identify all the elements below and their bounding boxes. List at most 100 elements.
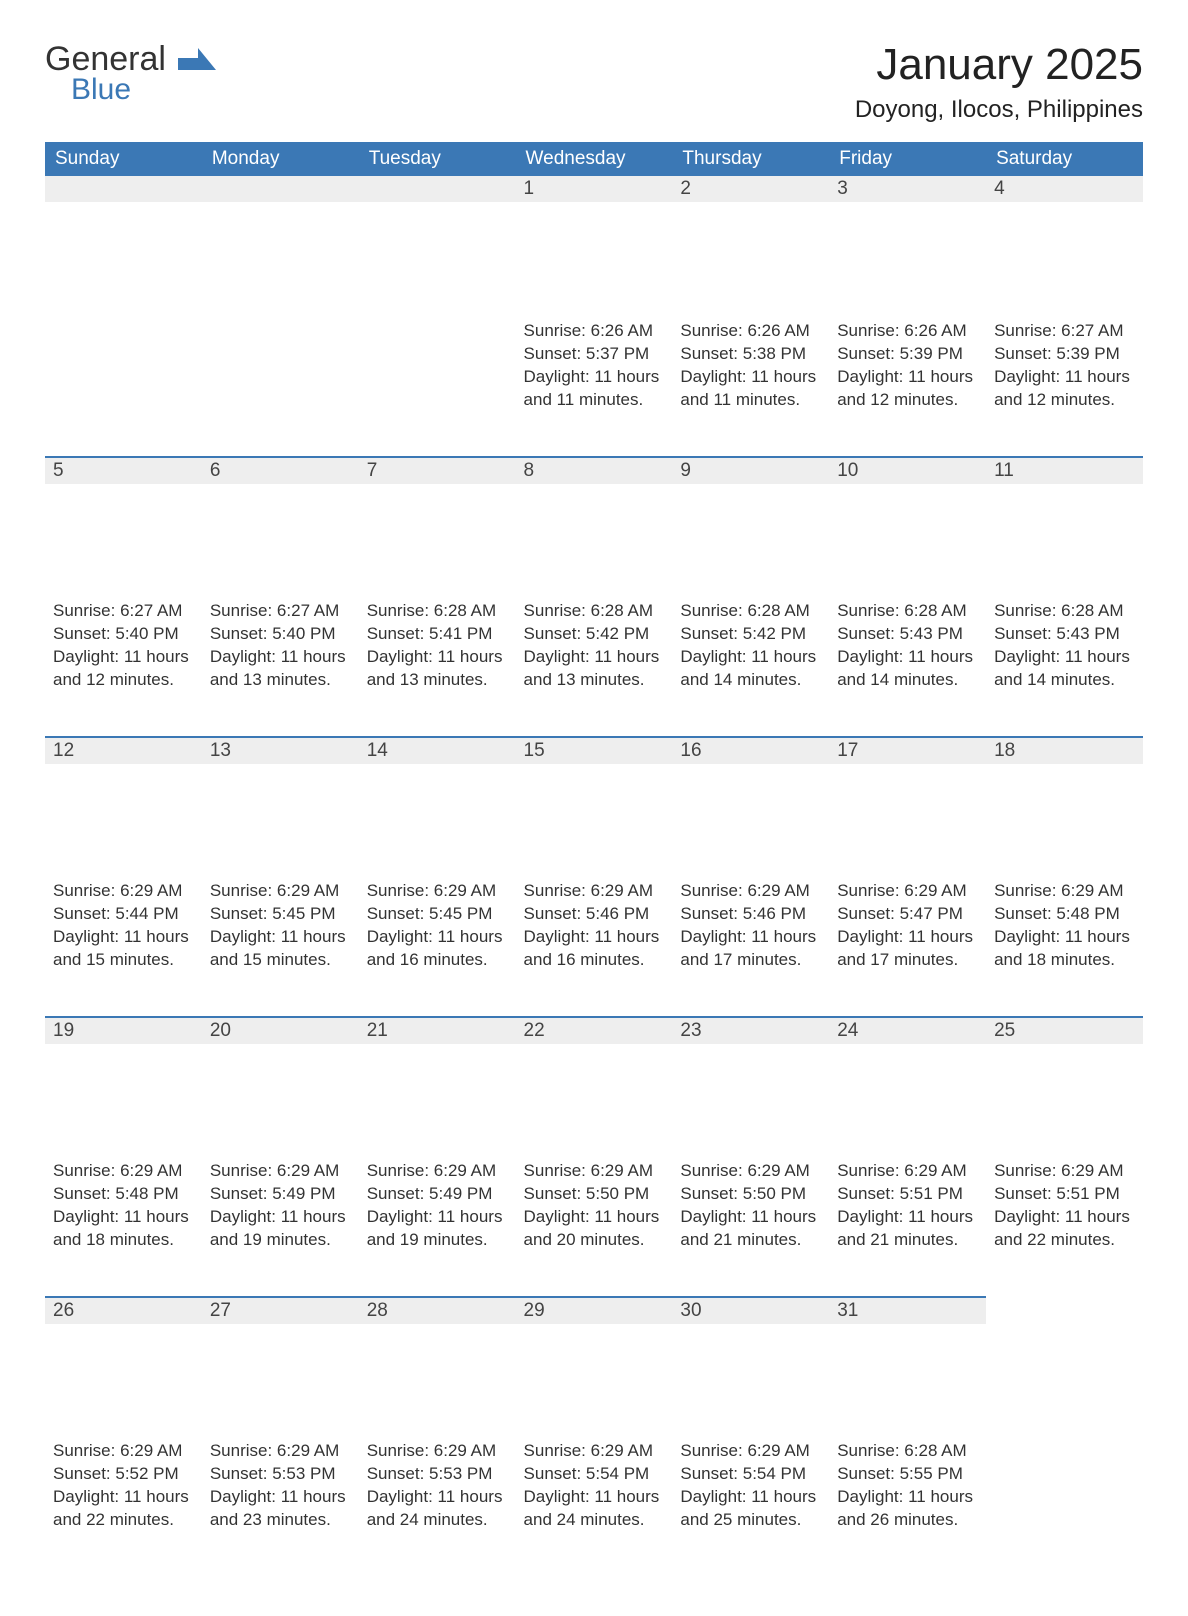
sunrise-text: Sunrise: 6:26 AM: [680, 320, 821, 343]
sunset-text: Sunset: 5:40 PM: [210, 623, 351, 646]
week-data-row: Sunrise: 6:27 AMSunset: 5:40 PMDaylight:…: [45, 596, 1143, 736]
title-location: Doyong, Ilocos, Philippines: [855, 96, 1143, 124]
sunrise-text: Sunrise: 6:29 AM: [680, 1160, 821, 1183]
sunrise-text: Sunrise: 6:29 AM: [524, 880, 665, 903]
calendar-page: General Blue January 2025 Doyong, Ilocos…: [0, 0, 1188, 1616]
day-data: Sunrise: 6:28 AMSunset: 5:42 PMDaylight:…: [672, 596, 829, 710]
daylight-line2: and 22 minutes.: [994, 1229, 1135, 1252]
daylight-line2: and 12 minutes.: [53, 669, 194, 692]
logo-block: General Blue: [45, 40, 216, 107]
day-number: 7: [359, 456, 516, 484]
logo: General Blue: [45, 40, 216, 107]
day-number: 22: [516, 1016, 673, 1044]
week-number-row: 12131415161718: [45, 736, 1143, 876]
day-data: Sunrise: 6:29 AMSunset: 5:53 PMDaylight:…: [202, 1436, 359, 1550]
day-data-cell: Sunrise: 6:29 AMSunset: 5:47 PMDaylight:…: [829, 876, 986, 1016]
day-data: Sunrise: 6:27 AMSunset: 5:39 PMDaylight:…: [986, 316, 1143, 430]
day-number-cell: 27: [202, 1296, 359, 1436]
sunrise-text: Sunrise: 6:29 AM: [53, 1160, 194, 1183]
day-number-cell: 10: [829, 456, 986, 596]
day-number-cell: 2: [672, 176, 829, 316]
day-number: 30: [672, 1296, 829, 1324]
day-number-cell: [202, 176, 359, 316]
day-data: Sunrise: 6:29 AMSunset: 5:54 PMDaylight:…: [516, 1436, 673, 1550]
day-data-cell: [45, 316, 202, 456]
sunrise-text: Sunrise: 6:29 AM: [837, 880, 978, 903]
weekday-header: Thursday: [672, 142, 829, 176]
day-number: 10: [829, 456, 986, 484]
day-number: 21: [359, 1016, 516, 1044]
week-data-row: Sunrise: 6:29 AMSunset: 5:44 PMDaylight:…: [45, 876, 1143, 1016]
sunset-text: Sunset: 5:38 PM: [680, 343, 821, 366]
day-number: 11: [986, 456, 1143, 484]
sunrise-text: Sunrise: 6:28 AM: [994, 600, 1135, 623]
daylight-line1: Daylight: 11 hours: [837, 366, 978, 389]
day-number-cell: 14: [359, 736, 516, 876]
daylight-line2: and 22 minutes.: [53, 1509, 194, 1532]
sunset-text: Sunset: 5:39 PM: [837, 343, 978, 366]
day-data-cell: [202, 316, 359, 456]
day-number: 28: [359, 1296, 516, 1324]
sunrise-text: Sunrise: 6:28 AM: [524, 600, 665, 623]
day-number-cell: [986, 1296, 1143, 1436]
daylight-line2: and 24 minutes.: [367, 1509, 508, 1532]
weekday-row: SundayMondayTuesdayWednesdayThursdayFrid…: [45, 142, 1143, 176]
sunset-text: Sunset: 5:54 PM: [524, 1463, 665, 1486]
logo-flag-icon: [178, 48, 216, 70]
day-number-cell: 1: [516, 176, 673, 316]
day-number: 23: [672, 1016, 829, 1044]
day-number-cell: 11: [986, 456, 1143, 596]
sunrise-text: Sunrise: 6:29 AM: [210, 880, 351, 903]
daylight-line2: and 19 minutes.: [210, 1229, 351, 1252]
sunset-text: Sunset: 5:46 PM: [524, 903, 665, 926]
daylight-line1: Daylight: 11 hours: [367, 1206, 508, 1229]
day-number-cell: 29: [516, 1296, 673, 1436]
daylight-line1: Daylight: 11 hours: [524, 646, 665, 669]
header: General Blue January 2025 Doyong, Ilocos…: [45, 40, 1143, 124]
day-number: 17: [829, 736, 986, 764]
day-data: Sunrise: 6:29 AMSunset: 5:50 PMDaylight:…: [516, 1156, 673, 1270]
day-number-cell: 22: [516, 1016, 673, 1156]
daylight-line1: Daylight: 11 hours: [837, 646, 978, 669]
daylight-line2: and 15 minutes.: [210, 949, 351, 972]
day-data-cell: Sunrise: 6:29 AMSunset: 5:46 PMDaylight:…: [672, 876, 829, 1016]
weekday-header: Wednesday: [516, 142, 673, 176]
sunrise-text: Sunrise: 6:28 AM: [367, 600, 508, 623]
sunrise-text: Sunrise: 6:29 AM: [367, 1440, 508, 1463]
day-data-cell: Sunrise: 6:28 AMSunset: 5:42 PMDaylight:…: [672, 596, 829, 736]
day-data: Sunrise: 6:28 AMSunset: 5:43 PMDaylight:…: [829, 596, 986, 710]
sunset-text: Sunset: 5:52 PM: [53, 1463, 194, 1486]
daylight-line2: and 25 minutes.: [680, 1509, 821, 1532]
daylight-line1: Daylight: 11 hours: [680, 1486, 821, 1509]
day-data: Sunrise: 6:28 AMSunset: 5:41 PMDaylight:…: [359, 596, 516, 710]
daylight-line1: Daylight: 11 hours: [524, 1206, 665, 1229]
day-data: Sunrise: 6:29 AMSunset: 5:51 PMDaylight:…: [986, 1156, 1143, 1270]
sunset-text: Sunset: 5:42 PM: [524, 623, 665, 646]
day-data-cell: Sunrise: 6:29 AMSunset: 5:49 PMDaylight:…: [359, 1156, 516, 1296]
sunset-text: Sunset: 5:55 PM: [837, 1463, 978, 1486]
sunset-text: Sunset: 5:49 PM: [367, 1183, 508, 1206]
sunrise-text: Sunrise: 6:28 AM: [837, 1440, 978, 1463]
day-data: Sunrise: 6:27 AMSunset: 5:40 PMDaylight:…: [202, 596, 359, 710]
daylight-line1: Daylight: 11 hours: [210, 926, 351, 949]
day-data: Sunrise: 6:29 AMSunset: 5:53 PMDaylight:…: [359, 1436, 516, 1550]
sunrise-text: Sunrise: 6:29 AM: [210, 1440, 351, 1463]
daylight-line2: and 12 minutes.: [994, 389, 1135, 412]
day-data-cell: Sunrise: 6:29 AMSunset: 5:51 PMDaylight:…: [829, 1156, 986, 1296]
day-number: 26: [45, 1296, 202, 1324]
week-number-row: 19202122232425: [45, 1016, 1143, 1156]
day-data: Sunrise: 6:26 AMSunset: 5:39 PMDaylight:…: [829, 316, 986, 430]
day-number-cell: 23: [672, 1016, 829, 1156]
week-number-row: 1234: [45, 176, 1143, 316]
sunrise-text: Sunrise: 6:29 AM: [680, 1440, 821, 1463]
sunset-text: Sunset: 5:43 PM: [994, 623, 1135, 646]
day-number-cell: 30: [672, 1296, 829, 1436]
sunrise-text: Sunrise: 6:29 AM: [53, 1440, 194, 1463]
daylight-line1: Daylight: 11 hours: [994, 646, 1135, 669]
weekday-header: Friday: [829, 142, 986, 176]
sunrise-text: Sunrise: 6:27 AM: [994, 320, 1135, 343]
day-number: 20: [202, 1016, 359, 1044]
daylight-line2: and 13 minutes.: [524, 669, 665, 692]
day-data-cell: Sunrise: 6:29 AMSunset: 5:51 PMDaylight:…: [986, 1156, 1143, 1296]
day-data: Sunrise: 6:28 AMSunset: 5:43 PMDaylight:…: [986, 596, 1143, 710]
